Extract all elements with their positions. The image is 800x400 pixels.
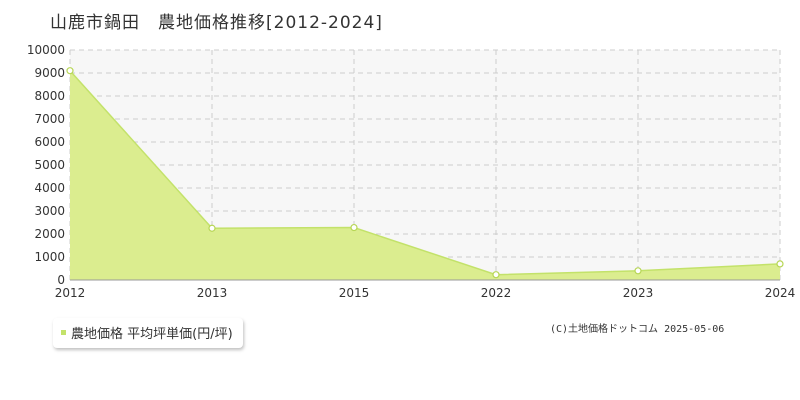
x-tick-label: 2015 xyxy=(339,286,370,300)
data-point xyxy=(66,67,74,75)
x-tick-label: 2012 xyxy=(55,286,86,300)
y-tick-label: 6000 xyxy=(34,135,65,149)
y-tick-label: 2000 xyxy=(34,227,65,241)
series-area xyxy=(70,70,780,280)
data-point xyxy=(634,267,642,275)
legend-label: 農地価格 平均坪単価(円/坪) xyxy=(71,327,233,342)
series-line xyxy=(69,70,781,276)
series-markers xyxy=(66,67,784,279)
data-point xyxy=(492,271,500,279)
data-point xyxy=(776,260,784,268)
credit-text: (C)土地価格ドットコム 2025-05-06 xyxy=(550,324,725,335)
legend-swatch xyxy=(61,330,66,335)
x-tick-label: 2022 xyxy=(481,286,512,300)
y-axis-ticks: 0 1000 2000 3000 4000 5000 6000 7000 8000 9000 100… xyxy=(27,43,65,287)
y-tick-label: 1000 xyxy=(34,250,65,264)
y-tick-label: 5000 xyxy=(34,158,65,172)
x-tick-label: 2023 xyxy=(623,286,654,300)
x-tick-label: 2013 xyxy=(197,286,228,300)
x-tick-label: 2024 xyxy=(765,286,796,300)
y-tick-label: 10000 xyxy=(27,43,65,57)
y-tick-label: 7000 xyxy=(34,112,65,126)
y-tick-label: 8000 xyxy=(34,89,65,103)
data-point xyxy=(208,224,216,232)
y-tick-label: 3000 xyxy=(34,204,65,218)
x-axis-ticks: 2012 2013 2015 2022 2023 2024 xyxy=(55,286,796,300)
y-tick-label: 0 xyxy=(57,273,65,287)
data-point xyxy=(350,223,358,232)
y-tick-label: 9000 xyxy=(34,66,65,80)
y-tick-label: 4000 xyxy=(34,181,65,195)
chart-title: 山鹿市鍋田 農地価格推移[2012-2024] xyxy=(50,13,383,33)
legend: 農地価格 平均坪単価(円/坪) xyxy=(53,318,243,348)
